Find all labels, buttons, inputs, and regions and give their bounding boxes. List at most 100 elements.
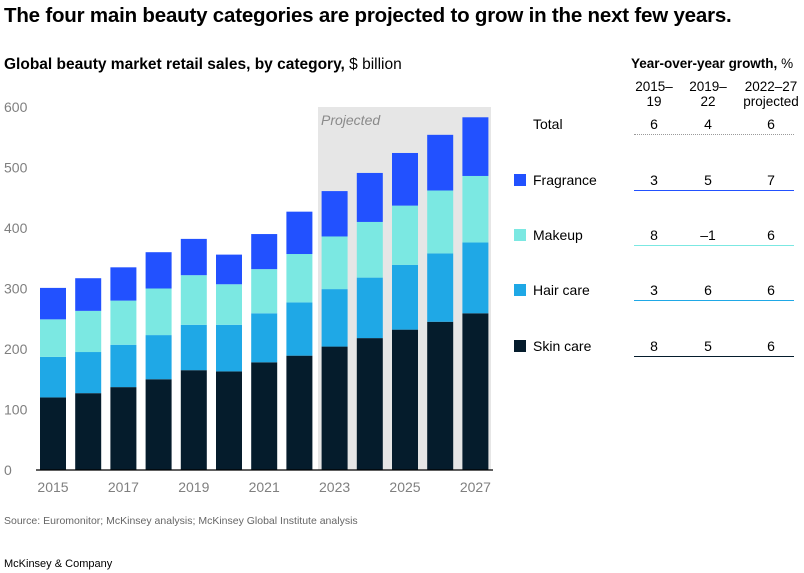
bar-skin-care-2015: [40, 397, 66, 470]
y-tick-label: 200: [4, 341, 28, 357]
y-tick-label: 400: [4, 220, 28, 236]
growth-title-unit: %: [781, 56, 794, 71]
growth-col-2022-27: 2022–27 projected: [743, 79, 799, 109]
bar-hair-care-2016: [75, 352, 102, 394]
bar-makeup-2022: [286, 254, 313, 303]
bar-makeup-2020: [216, 284, 242, 325]
bar-fragrance-2019: [180, 238, 207, 276]
source-note: Source: Euromonitor; McKinsey analysis; …: [4, 515, 358, 527]
bar-fragrance-2015: [40, 287, 66, 320]
bar-fragrance-2026: [427, 134, 454, 191]
growth-row-label: Hair care: [533, 282, 590, 298]
bar-makeup-2025: [392, 205, 418, 265]
bar-fragrance-2016: [75, 278, 102, 311]
growth-value: 7: [767, 172, 775, 188]
legend-swatch-fragrance: [514, 174, 526, 186]
chart-title: Global beauty market retail sales, by ca…: [4, 56, 345, 73]
bar-makeup-2021: [251, 269, 278, 314]
y-tick-label: 300: [4, 281, 28, 297]
bar-fragrance-2027: [462, 117, 489, 176]
growth-row-label: Fragrance: [533, 172, 597, 188]
bar-makeup-2018: [145, 288, 172, 336]
growth-value: 5: [704, 338, 712, 354]
x-tick-label: 2021: [249, 479, 280, 495]
bar-skin-care-2018: [145, 379, 172, 470]
x-tick-label: 2023: [319, 479, 350, 495]
growth-row-label: Makeup: [533, 227, 583, 243]
growth-value: 6: [767, 282, 775, 298]
bar-fragrance-2018: [145, 252, 172, 289]
growth-value: 6: [704, 282, 712, 298]
bar-skin-care-2025: [392, 329, 418, 470]
growth-value: 6: [767, 338, 775, 354]
bar-fragrance-2023: [321, 191, 348, 237]
bar-hair-care-2026: [427, 253, 454, 322]
growth-row-divider: [634, 356, 794, 357]
bar-hair-care-2015: [40, 356, 66, 398]
growth-col-2015-19: 2015– 19: [635, 79, 673, 109]
legend-swatch-skin-care: [514, 340, 526, 352]
growth-value: 8: [650, 338, 658, 354]
bar-hair-care-2018: [145, 335, 172, 380]
bar-fragrance-2025: [392, 152, 418, 206]
x-tick-label: 2025: [389, 479, 420, 495]
growth-value: 8: [650, 227, 658, 243]
bar-skin-care-2016: [75, 393, 102, 470]
x-tick-label: 2027: [460, 479, 491, 495]
growth-col-2019-22: 2019– 22: [689, 79, 727, 109]
growth-value: 5: [704, 172, 712, 188]
brand-footer: McKinsey & Company: [4, 558, 113, 570]
bar-fragrance-2017: [110, 267, 137, 301]
bar-hair-care-2019: [180, 324, 207, 371]
bar-makeup-2016: [75, 310, 102, 353]
growth-row-divider: [634, 190, 794, 191]
growth-row-divider: [634, 245, 794, 246]
bar-hair-care-2022: [286, 302, 313, 356]
chart-subtitle: Global beauty market retail sales, by ca…: [4, 56, 402, 74]
growth-value: 3: [650, 172, 658, 188]
bar-hair-care-2017: [110, 344, 137, 388]
growth-value: 6: [650, 116, 658, 132]
x-tick-label: 2017: [108, 479, 139, 495]
bar-fragrance-2020: [216, 254, 242, 285]
projected-label: Projected: [321, 112, 381, 128]
bar-hair-care-2027: [462, 242, 489, 314]
y-tick-label: 100: [4, 402, 28, 418]
bar-skin-care-2017: [110, 387, 137, 470]
x-tick-label: 2015: [37, 479, 68, 495]
legend-swatch-makeup: [514, 229, 526, 241]
bar-makeup-2015: [40, 319, 66, 357]
growth-row-divider: [634, 300, 794, 301]
bar-makeup-2027: [462, 175, 489, 243]
bar-makeup-2017: [110, 300, 137, 345]
bar-makeup-2019: [180, 275, 207, 325]
bar-fragrance-2024: [356, 172, 383, 222]
growth-row-fragrance: Fragrance: [514, 172, 597, 188]
bar-fragrance-2022: [286, 211, 313, 255]
headline: The four main beauty categories are proj…: [4, 4, 732, 27]
growth-row-hair-care: Hair care: [514, 282, 590, 298]
y-tick-label: 500: [4, 160, 28, 176]
y-tick-label: 0: [4, 462, 12, 478]
growth-title-bold: Year-over-year growth,: [631, 56, 778, 71]
growth-row-divider: [634, 134, 794, 135]
y-tick-label: 600: [4, 99, 28, 115]
bar-makeup-2026: [427, 190, 454, 254]
legend-swatch-hair-care: [514, 284, 526, 296]
bar-hair-care-2020: [216, 324, 242, 372]
chart-unit: $ billion: [349, 56, 402, 73]
bar-hair-care-2025: [392, 264, 418, 330]
x-tick-label: 2019: [178, 479, 209, 495]
bar-skin-care-2021: [251, 362, 278, 470]
growth-value: 4: [704, 116, 712, 132]
growth-row-label: Total: [533, 116, 563, 132]
bar-skin-care-2019: [180, 370, 207, 470]
growth-row-skin-care: Skin care: [514, 338, 591, 354]
bar-fragrance-2021: [251, 234, 278, 270]
bar-skin-care-2024: [356, 338, 383, 470]
bar-hair-care-2023: [321, 289, 348, 347]
growth-row-makeup: Makeup: [514, 227, 583, 243]
growth-value: 6: [767, 227, 775, 243]
bar-skin-care-2020: [216, 371, 242, 470]
growth-value: –1: [700, 227, 716, 243]
